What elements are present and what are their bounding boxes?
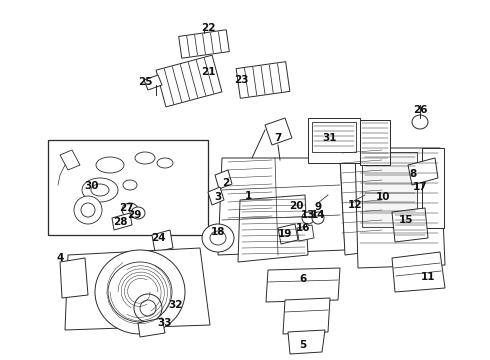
Polygon shape [266, 268, 340, 302]
Ellipse shape [81, 203, 95, 217]
Text: 26: 26 [413, 105, 427, 115]
Text: 32: 32 [169, 300, 183, 310]
Text: 10: 10 [376, 192, 390, 202]
Ellipse shape [202, 224, 234, 252]
Bar [179, 30, 229, 58]
Text: 23: 23 [234, 75, 248, 85]
Text: 2: 2 [222, 178, 230, 188]
Text: 31: 31 [323, 133, 337, 143]
Polygon shape [60, 258, 88, 298]
Ellipse shape [96, 157, 124, 173]
Text: 22: 22 [201, 23, 215, 33]
Polygon shape [297, 225, 314, 241]
Polygon shape [215, 170, 232, 189]
Ellipse shape [140, 300, 156, 316]
Polygon shape [218, 158, 345, 255]
Ellipse shape [122, 203, 138, 217]
Ellipse shape [123, 180, 137, 190]
Text: 4: 4 [56, 253, 64, 263]
Polygon shape [144, 75, 162, 90]
Text: 33: 33 [158, 318, 172, 328]
Polygon shape [288, 330, 325, 354]
Text: 14: 14 [311, 210, 325, 220]
Ellipse shape [82, 178, 118, 202]
Text: 13: 13 [301, 210, 315, 220]
Polygon shape [112, 213, 132, 230]
Polygon shape [408, 158, 438, 185]
Ellipse shape [108, 262, 172, 322]
Polygon shape [283, 298, 330, 334]
Bar [156, 55, 222, 107]
Polygon shape [278, 224, 298, 244]
Text: 17: 17 [413, 182, 427, 192]
Text: 30: 30 [85, 181, 99, 191]
Text: 27: 27 [119, 203, 133, 213]
Text: 28: 28 [113, 217, 127, 227]
Text: 15: 15 [399, 215, 413, 225]
Text: 7: 7 [274, 133, 282, 143]
Text: 19: 19 [278, 229, 292, 239]
Ellipse shape [135, 152, 155, 164]
Text: 6: 6 [299, 274, 307, 284]
Text: 18: 18 [211, 227, 225, 237]
Polygon shape [392, 208, 428, 242]
Polygon shape [65, 248, 210, 330]
Text: 24: 24 [151, 233, 165, 243]
Ellipse shape [134, 294, 162, 322]
Text: 29: 29 [127, 210, 141, 220]
Polygon shape [152, 230, 173, 252]
Polygon shape [355, 148, 445, 268]
Polygon shape [340, 148, 385, 255]
Ellipse shape [157, 158, 173, 168]
Ellipse shape [131, 207, 145, 219]
Text: 9: 9 [315, 202, 321, 212]
Bar [362, 152, 417, 227]
Text: 12: 12 [348, 200, 362, 210]
Ellipse shape [412, 115, 428, 129]
Polygon shape [238, 195, 308, 262]
Polygon shape [392, 252, 445, 292]
Text: 3: 3 [215, 192, 221, 202]
Bar [236, 62, 290, 98]
Ellipse shape [302, 212, 314, 224]
Polygon shape [265, 118, 292, 145]
Text: 11: 11 [421, 272, 435, 282]
Ellipse shape [210, 231, 226, 245]
Bar [422, 148, 444, 228]
Text: 21: 21 [201, 67, 215, 77]
Ellipse shape [91, 184, 109, 196]
Text: 8: 8 [409, 169, 416, 179]
Text: 25: 25 [138, 77, 152, 87]
Text: 5: 5 [299, 340, 307, 350]
Bar [308, 118, 360, 163]
Text: 20: 20 [289, 201, 303, 211]
Bar [48, 140, 208, 235]
Polygon shape [60, 150, 80, 170]
Ellipse shape [74, 196, 102, 224]
Bar [360, 120, 390, 165]
Ellipse shape [312, 212, 324, 224]
Text: 16: 16 [296, 223, 310, 233]
Polygon shape [138, 318, 165, 337]
Bar [312, 122, 356, 152]
Text: 1: 1 [245, 191, 252, 201]
Ellipse shape [95, 250, 185, 334]
Polygon shape [208, 187, 224, 205]
